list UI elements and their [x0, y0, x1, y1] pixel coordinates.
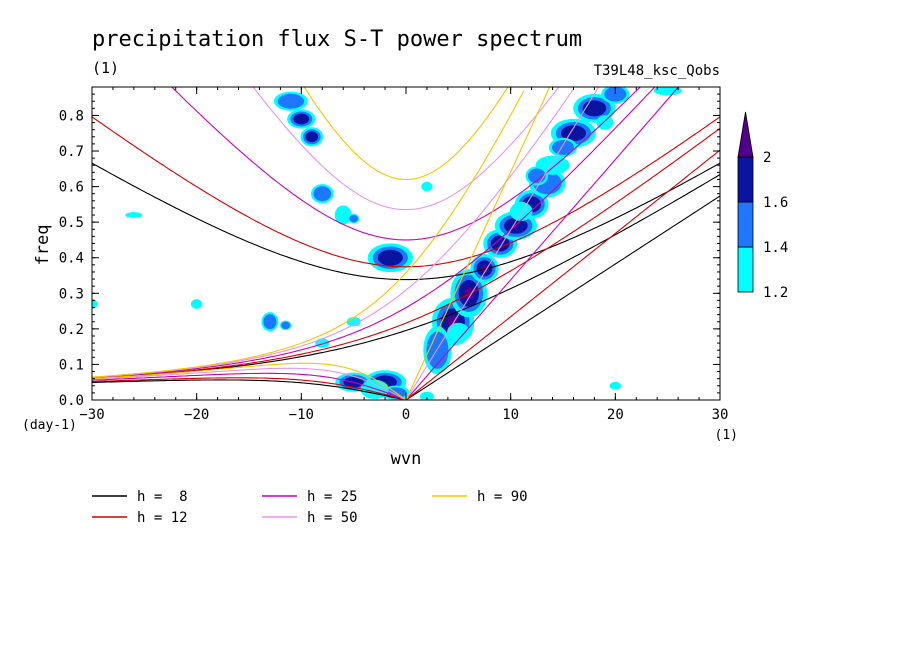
kelvin-curve-2	[405, 87, 680, 400]
chart-title: precipitation flux S-T power spectrum	[92, 27, 582, 52]
x-tick-label-0: −30	[79, 407, 104, 423]
power-blob-core-1	[464, 287, 474, 300]
power-blob-outer-12	[509, 201, 533, 222]
colorbar-label-0: 1.2	[763, 285, 788, 301]
x-tick-label-1: −20	[184, 407, 209, 423]
chart-subtitle-left: (1)	[92, 59, 119, 77]
y-tick-label-3: 0.3	[59, 286, 84, 302]
kelvin-curve-3	[405, 87, 600, 400]
x-tick-label-6: 30	[712, 407, 729, 423]
power-blob-outer-34	[421, 181, 433, 192]
power-blob-inner-22	[293, 113, 310, 125]
kelvin-curve-1	[405, 149, 720, 400]
colorbar-label-1: 1.4	[763, 240, 788, 256]
power-blob-mid-28	[349, 214, 359, 223]
mrg-curve-4	[92, 90, 525, 378]
power-blob-outer-37	[653, 87, 682, 96]
gravity-curve-0	[92, 162, 720, 281]
chart-subtitle-right: T39L48_ksc_Qobs	[594, 63, 720, 79]
y-tick-label-1: 0.1	[59, 357, 84, 373]
y-tick-label-7: 0.7	[59, 144, 84, 160]
power-blob-outer-27	[334, 205, 352, 225]
y-tick-label-2: 0.2	[59, 322, 84, 338]
dispersion-curves	[92, 87, 720, 400]
plot-frame	[91, 86, 721, 401]
power-blob-outer-33	[315, 338, 330, 348]
power-blob-mid-26	[281, 321, 291, 330]
y-tick-label-0: 0.0	[59, 393, 84, 409]
y-unit-label: (day-1)	[22, 418, 77, 433]
colorbar-segment-0	[737, 246, 754, 293]
gravity-curve-1	[92, 116, 720, 268]
power-blob-inner-23	[305, 131, 319, 143]
colorbar-label-3: 2	[763, 150, 771, 166]
mrg-curve-0	[92, 174, 720, 380]
x-tick-label-3: 0	[402, 407, 410, 423]
legend-label-2: h = 25	[307, 489, 358, 505]
power-blob-outer-11	[447, 322, 470, 343]
x-tick-label-5: 20	[607, 407, 624, 423]
power-blob-outer-31	[92, 299, 98, 309]
legend-label-4: h = 90	[477, 489, 528, 505]
rossby-curve-0	[92, 379, 407, 400]
rossby-curve-3	[92, 367, 407, 400]
legend-label-3: h = 50	[307, 510, 358, 526]
mrg-curve-1	[92, 127, 720, 379]
x-unit-label: (1)	[715, 428, 738, 443]
legend-label-1: h = 12	[137, 510, 188, 526]
colorbar-segment-1	[737, 201, 754, 248]
power-blob-outer-30	[125, 212, 143, 218]
power-blob-mid-9	[604, 87, 627, 102]
gravity-curve-2	[171, 87, 641, 241]
power-blob-inner-8	[582, 100, 607, 117]
power-blob-outer-29	[191, 299, 203, 309]
mrg-curve-2	[92, 87, 655, 379]
x-tick-label-2: −10	[289, 407, 314, 423]
power-blob-mid-15	[552, 139, 574, 155]
legend: h = 8 h = 12 h = 25 h = 50 h = 90	[92, 489, 528, 526]
power-blob-outer-36	[609, 381, 621, 390]
power-blob-inner-17	[377, 249, 403, 266]
y-tick-label-4: 0.4	[59, 251, 84, 267]
kelvin-curve-0	[405, 195, 720, 400]
y-tick-label-6: 0.6	[59, 180, 84, 196]
rossby-curve-2	[92, 372, 407, 400]
y-axis-label: freq	[33, 225, 53, 266]
gravity-curve-4	[303, 87, 509, 181]
colorbar-label-2: 1.6	[763, 195, 788, 211]
rossby-curve-4	[92, 362, 407, 400]
y-tick-label-5: 0.5	[59, 215, 84, 231]
legend-label-0: h = 8	[137, 489, 188, 505]
rossby-curve-1	[92, 377, 407, 400]
power-blob-mid-24	[313, 186, 332, 202]
power-blob-mid-21	[277, 93, 305, 109]
power-blob-mid-25	[263, 314, 277, 330]
colorbar: 1.2 1.4 1.6 2	[737, 111, 788, 301]
x-axis-label: wvn	[391, 449, 422, 469]
gravity-curve-3	[252, 87, 560, 211]
axis-ticks: −30 −20 −10 0 10 20 30 0.0 0.1 0.2 0.3 0.4 0.5 0.6 0.7…	[59, 87, 729, 423]
x-tick-label-4: 10	[502, 407, 519, 423]
kelvin-curve-4	[405, 87, 551, 400]
y-tick-label-8: 0.8	[59, 108, 84, 124]
power-blob-outer-16	[596, 115, 614, 130]
power-blob-outer-35	[419, 391, 434, 400]
colorbar-segment-2	[737, 156, 754, 203]
colorbar-arrow	[737, 111, 754, 158]
